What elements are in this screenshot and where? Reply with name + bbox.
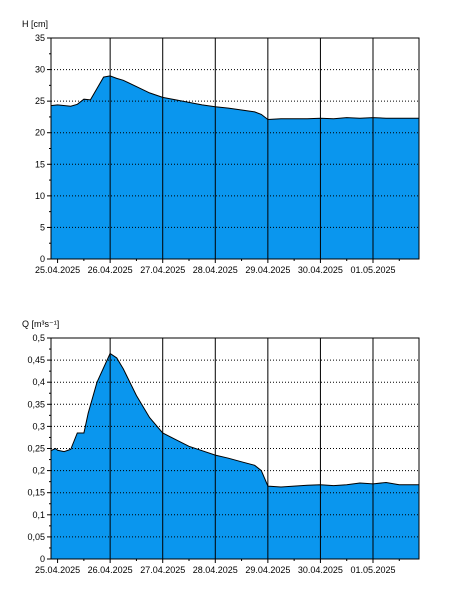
x-tick-label: 30.04.2025 [298,265,343,275]
y-tick-label: 0,5 [32,333,45,343]
x-tick-label: 26.04.2025 [88,565,133,575]
y-tick-label: 0,25 [27,444,45,454]
y-tick-label: 0,3 [32,421,45,431]
series-line [50,75,419,121]
y-tick-label: 30 [35,65,45,75]
y-axis-label: H [cm] [22,19,48,29]
y-tick-label: 5 [40,222,45,232]
y-tick-label: 15 [35,159,45,169]
series-area [51,353,419,559]
x-tick-label: 29.04.2025 [245,265,290,275]
water-level-chart: 0 5 10 15 20 25 30 35 25.04.2025 26.04.2025 27.04.… [22,19,420,275]
y-tick-label: 20 [35,128,45,138]
series-area [51,75,419,260]
x-tick-label: 27.04.2025 [140,565,185,575]
y-tick-label: 0 [40,254,45,264]
y-axis-label: Q [m³s⁻¹] [22,319,59,329]
x-tick-label: 29.04.2025 [245,565,290,575]
plot-frame [50,337,420,560]
x-tick-label: 26.04.2025 [88,265,133,275]
y-tick-label: 25 [35,96,45,106]
y-tick-label: 0,4 [32,377,45,387]
x-tick-label: 27.04.2025 [140,265,185,275]
x-tick-label: 28.04.2025 [193,265,238,275]
x-tick-label: 01.05.2025 [350,565,395,575]
y-tick-label: 0,2 [32,466,45,476]
y-tick-label: 0,15 [27,488,45,498]
y-tick-label: 0,45 [27,355,45,365]
y-tick-label: 0 [40,554,45,564]
y-tick-label: 35 [35,33,45,43]
y-tick-label: 0,35 [27,399,45,409]
x-tick-label: 25.04.2025 [35,265,80,275]
y-tick-label: 0,05 [27,532,45,542]
x-tick-label: 30.04.2025 [298,565,343,575]
x-tick-label: 25.04.2025 [35,565,80,575]
y-tick-label: 10 [35,191,45,201]
y-tick-label: 0,1 [32,510,45,520]
discharge-chart: 0 0,05 0,1 0,15 0,2 0,25 0,3 0,35 0,4 0,45 0,5 25.0… [22,319,420,575]
series-line [50,352,419,488]
x-tick-label: 28.04.2025 [193,565,238,575]
x-tick-label: 01.05.2025 [350,265,395,275]
plot-frame [50,37,420,260]
